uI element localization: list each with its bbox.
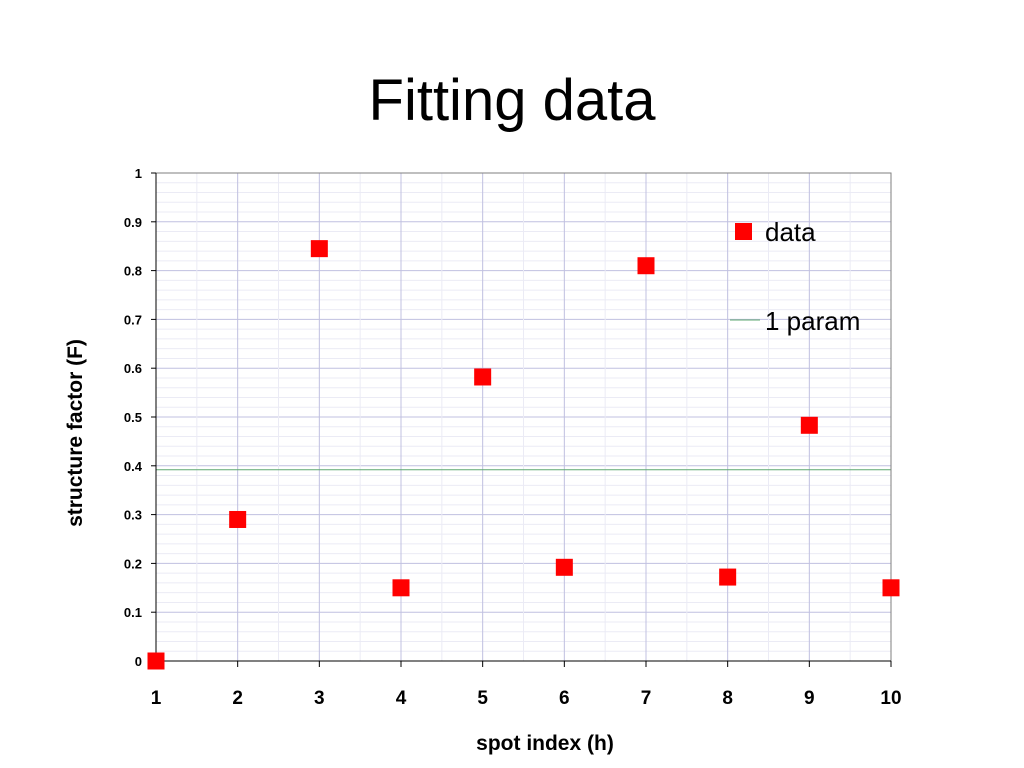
y-tick-label: 0 — [135, 654, 142, 669]
legend-item-1-param: 1 param — [730, 306, 860, 336]
y-tick-label: 0.2 — [124, 556, 142, 571]
x-tick-label: 2 — [232, 688, 243, 709]
y-tick-label: 0.9 — [124, 215, 142, 230]
data-point — [229, 510, 247, 528]
data-point — [800, 416, 818, 434]
x-axis-title: spot index (h) — [476, 732, 614, 755]
legend: data 1 param — [730, 217, 860, 336]
data-point — [719, 568, 737, 586]
data-markers — [147, 240, 900, 670]
y-tick-label: 0.6 — [124, 361, 142, 376]
legend-item-data: data — [735, 217, 816, 247]
x-tick-labels: 1 2 3 4 5 6 7 8 9 10 — [151, 688, 902, 709]
y-tick-label: 0.3 — [124, 508, 142, 523]
x-tick-label: 9 — [804, 688, 815, 709]
x-tick-label: 1 — [151, 688, 162, 709]
x-tick-label: 10 — [880, 688, 901, 709]
data-point — [147, 652, 165, 670]
x-tick-label: 4 — [396, 688, 407, 709]
y-tick-label: 0.1 — [124, 605, 142, 620]
x-tick-label: 3 — [314, 688, 325, 709]
data-point — [555, 558, 573, 576]
data-point — [310, 240, 328, 258]
y-tick-label: 0.7 — [124, 312, 142, 327]
slide-title: Fitting data — [369, 68, 657, 133]
x-tick-label: 7 — [641, 688, 652, 709]
y-axis-title: structure factor (F) — [64, 339, 87, 527]
data-point — [474, 368, 492, 386]
data-point — [637, 257, 655, 275]
y-tick-label: 0.5 — [124, 410, 142, 425]
x-tick-label: 8 — [722, 688, 733, 709]
data-point — [882, 579, 900, 597]
y-tick-label: 1 — [135, 166, 142, 181]
y-tick-label: 0.8 — [124, 264, 142, 279]
y-tick-labels: 0 0.1 0.2 0.3 0.4 0.5 0.6 0.7 0.8 0.9 1 — [124, 166, 143, 669]
y-tick-label: 0.4 — [124, 459, 143, 474]
legend-label-1-param: 1 param — [765, 306, 860, 336]
x-tick-label: 6 — [559, 688, 570, 709]
data-point — [392, 579, 410, 597]
x-tick-label: 5 — [477, 688, 488, 709]
legend-label-data: data — [765, 217, 816, 247]
legend-marker-data — [735, 223, 752, 240]
